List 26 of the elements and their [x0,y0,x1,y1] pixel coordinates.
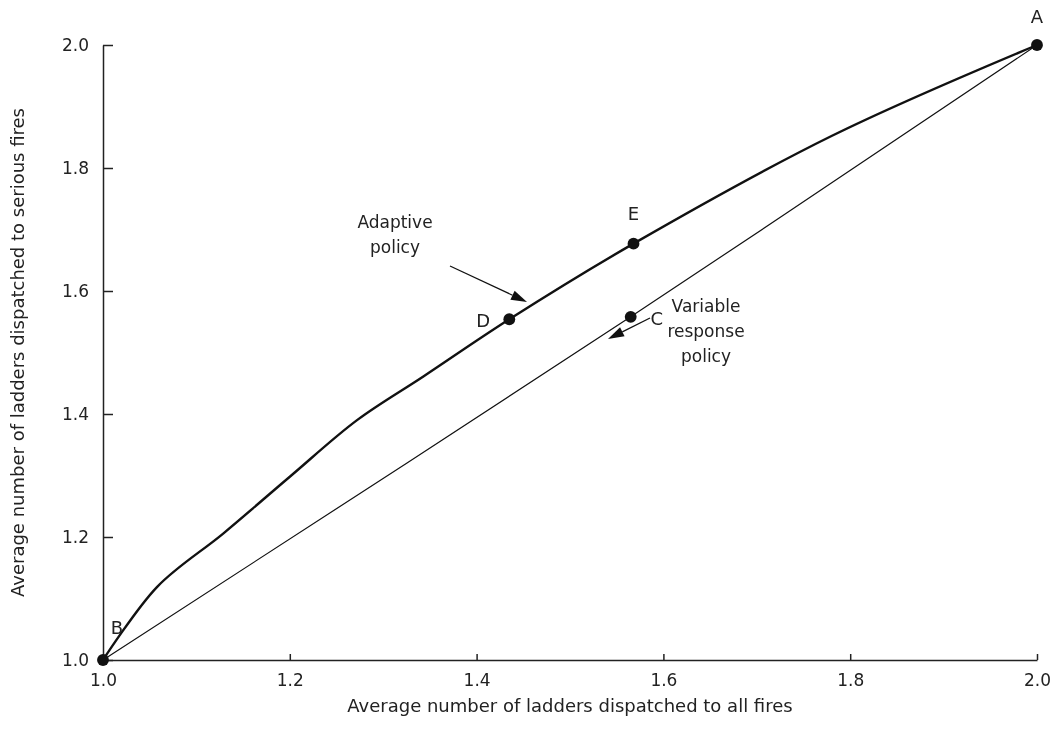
y-tick-label: 1.2 [61,526,89,547]
y-tick-label: 2.0 [61,34,89,55]
point [1031,39,1043,51]
annotation: C [650,307,663,329]
annotation: D [476,310,491,332]
y-tick-label: 1.0 [61,649,89,670]
y-tick-label: 1.6 [61,280,89,301]
x-tick-label: 1.6 [650,670,678,691]
point [627,237,640,250]
point [503,313,516,326]
x-tick-label: 2.0 [1023,670,1052,691]
x-tick-label: 1.0 [89,670,118,691]
x-tick-label: 1.2 [276,670,304,691]
x-tick-label: 1.8 [837,670,865,691]
annotation: Variable response policy [667,296,745,366]
point [97,654,109,666]
y-axis-title: Average number of ladders dispatched to serious fires [7,108,28,597]
annotation: A [1030,6,1044,27]
y-tick-label: 1.4 [61,403,89,424]
annotation: E [627,202,640,224]
x-tick-label: 1.4 [463,670,491,691]
y-tick-label: 1.8 [61,157,89,178]
annotation: Adaptive policy [357,212,433,257]
point [624,310,637,323]
annotation: B [110,617,124,638]
x-axis-title: Average number of ladders dispatched to all fires [347,695,793,716]
